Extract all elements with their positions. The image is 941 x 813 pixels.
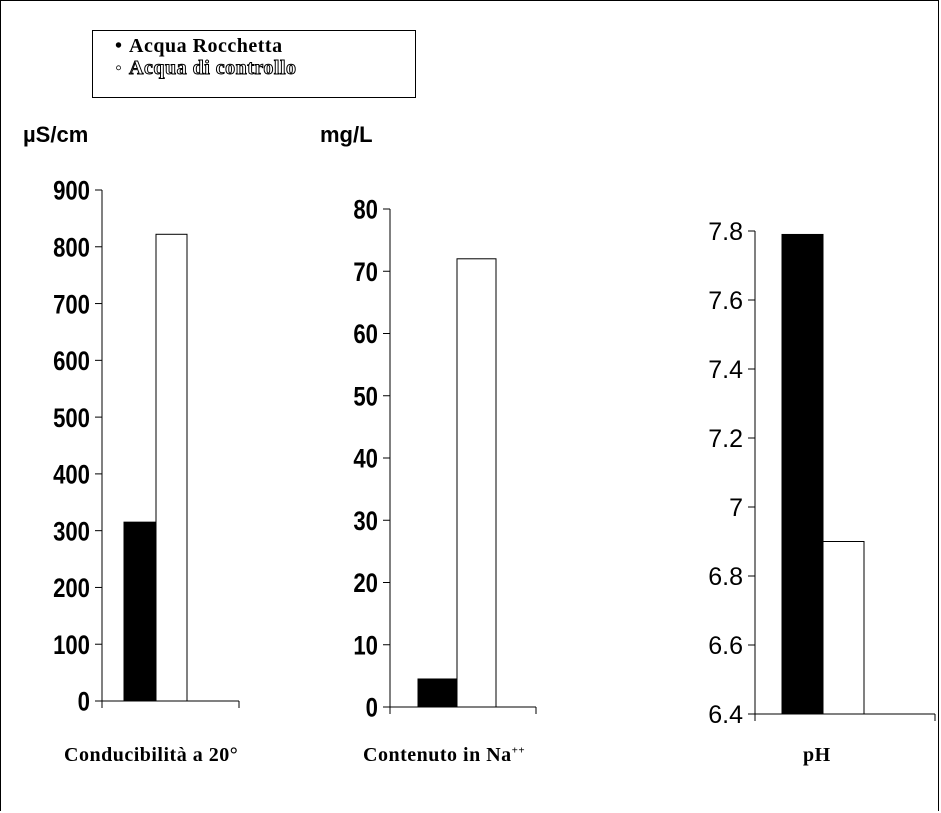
y-tick-label: 900 <box>53 177 90 207</box>
y-tick-label: 200 <box>53 574 90 604</box>
y-tick-label: 50 <box>353 383 378 413</box>
legend-label-controllo: Acqua di controllo <box>129 57 297 80</box>
bar-rocchetta <box>123 521 156 702</box>
legend: • Acqua Rocchetta ◦ Acqua di controllo <box>92 30 416 98</box>
y-tick-label: 6.8 <box>708 563 743 591</box>
y-tick-label: 7.8 <box>708 218 743 246</box>
y-tick-label: 70 <box>353 258 378 288</box>
y-tick-label: 7.6 <box>708 287 743 315</box>
y-tick-label: 80 <box>353 196 378 226</box>
y-tick-label: 400 <box>53 461 90 491</box>
unit-label-sodium: mg/L <box>320 122 373 147</box>
bar-controllo <box>456 258 497 708</box>
bar-rocchetta <box>417 678 458 708</box>
y-tick-label: 20 <box>353 569 378 599</box>
y-tick-label: 40 <box>353 445 378 475</box>
y-tick-label: 600 <box>53 347 90 377</box>
y-tick-label: 30 <box>353 507 378 537</box>
y-tick-label: 0 <box>366 694 378 724</box>
unit-label-conductivity: µS/cm <box>23 122 89 147</box>
y-tick-label: 6.6 <box>708 632 743 660</box>
y-tick-label: 6.4 <box>708 701 743 729</box>
y-tick-label: 300 <box>53 517 90 547</box>
y-tick-label: 500 <box>53 404 90 434</box>
category-label-sodium-text: Contenuto in Na <box>363 744 512 766</box>
category-label-ph: pH <box>803 744 831 766</box>
bar-rocchetta <box>781 233 824 715</box>
category-label-conductivity: Conducibilità a 20° <box>64 744 239 766</box>
y-tick-label: 7.4 <box>708 356 743 384</box>
legend-item-rocchetta: • Acqua Rocchetta <box>115 35 415 57</box>
legend-label-rocchetta: Acqua Rocchetta <box>129 35 283 57</box>
legend-marker-filled: • <box>115 35 123 57</box>
y-tick-label: 60 <box>353 320 378 350</box>
legend-marker-open: ◦ <box>115 57 123 79</box>
bar-controllo <box>155 233 188 702</box>
y-tick-label: 7 <box>729 494 743 522</box>
y-tick-label: 700 <box>53 290 90 320</box>
y-tick-label: 100 <box>53 631 90 661</box>
category-label-sodium: Contenuto in Na++ <box>363 744 525 767</box>
y-tick-label: 800 <box>53 234 90 264</box>
legend-item-controllo: ◦ Acqua di controllo <box>115 57 415 80</box>
category-label-sodium-sup: ++ <box>511 744 526 757</box>
bar-controllo <box>822 541 865 715</box>
y-tick-label: 7.2 <box>708 425 743 453</box>
y-tick-label: 10 <box>353 632 378 662</box>
y-tick-label: 0 <box>78 688 90 718</box>
